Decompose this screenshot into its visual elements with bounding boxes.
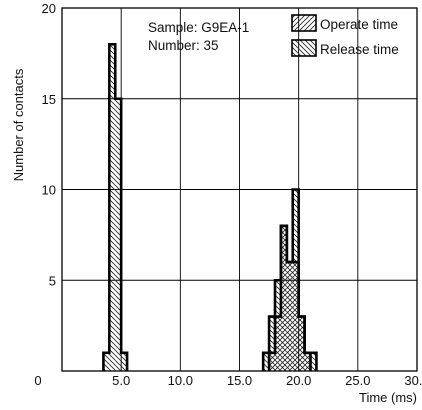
y-axis-label: Number of contacts bbox=[11, 68, 26, 181]
y-tick-label: 20 bbox=[42, 1, 56, 16]
histogram-bar bbox=[292, 262, 299, 371]
x-tick-label: 5.0 bbox=[112, 373, 130, 388]
legend-item-release: Release time bbox=[291, 39, 399, 57]
x-tick-label: 20.0 bbox=[286, 373, 311, 388]
histogram-bar bbox=[115, 98, 122, 371]
histogram-bar bbox=[269, 316, 275, 371]
histogram-bar bbox=[298, 316, 305, 371]
histogram-outline bbox=[267, 224, 312, 371]
x-tick-label: 25.0 bbox=[345, 373, 370, 388]
x-tick-label: 30.0 bbox=[404, 373, 422, 388]
histogram-outline bbox=[102, 43, 129, 371]
histogram-bar bbox=[286, 262, 293, 371]
x-tick-label: 10.0 bbox=[168, 373, 193, 388]
histogram-bar bbox=[280, 225, 287, 371]
legend: Operate time Release time bbox=[291, 14, 399, 57]
y-tick-label: 5 bbox=[49, 273, 56, 288]
legend-swatch-release bbox=[291, 39, 317, 57]
histogram-bar bbox=[275, 316, 281, 371]
y-tick-label: 15 bbox=[42, 92, 56, 107]
y-tick-label: 10 bbox=[42, 183, 56, 198]
x-tick-label: 15.0 bbox=[227, 373, 252, 388]
histogram-bar bbox=[269, 352, 275, 371]
histogram-bar bbox=[310, 352, 317, 371]
annotation-sample: Sample: G9EA-1 bbox=[148, 20, 249, 35]
bars bbox=[102, 43, 318, 372]
tick-labels: 0 5.0 10.0 15.0 20.0 25.0 30.0 5 10 15 20 bbox=[34, 1, 422, 388]
histogram-bar bbox=[121, 352, 128, 371]
histogram-bar bbox=[263, 352, 270, 371]
histogram-bar bbox=[304, 352, 311, 371]
histogram-bar bbox=[103, 352, 110, 371]
annotation-number: Number: 35 bbox=[148, 38, 219, 53]
x-tick-label: 0 bbox=[34, 373, 41, 388]
plot-frame bbox=[61, 7, 418, 372]
histogram-bar bbox=[109, 44, 116, 372]
x-axis-label: Time (ms) bbox=[359, 390, 417, 405]
legend-item-operate: Operate time bbox=[291, 14, 398, 32]
legend-label-operate: Operate time bbox=[320, 17, 398, 32]
legend-swatch-operate bbox=[291, 14, 317, 32]
legend-label-release: Release time bbox=[320, 42, 399, 57]
series-operate-time bbox=[267, 224, 312, 371]
